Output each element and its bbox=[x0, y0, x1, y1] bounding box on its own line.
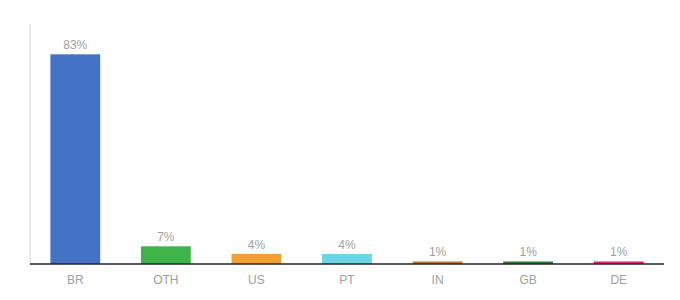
x-tick-labels: BR OTH US PT IN GB DE bbox=[67, 273, 627, 287]
x-tick-label: US bbox=[248, 273, 265, 287]
x-tick-label: BR bbox=[67, 273, 84, 287]
x-tick-label: IN bbox=[432, 273, 444, 287]
x-tick-label: GB bbox=[519, 273, 536, 287]
data-labels: 83% 7% 4% 4% 1% 1% 1% bbox=[63, 38, 627, 259]
data-label: 1% bbox=[429, 245, 447, 259]
bar bbox=[232, 254, 282, 264]
bar bbox=[322, 254, 372, 264]
data-label: 4% bbox=[248, 238, 266, 252]
chart-container: 83% 7% 4% 4% 1% 1% 1% BR OTH US PT IN GB DE bbox=[0, 0, 680, 300]
x-tick-label: DE bbox=[610, 273, 627, 287]
bars bbox=[50, 54, 643, 264]
x-tick-label: PT bbox=[339, 273, 355, 287]
data-label: 1% bbox=[519, 245, 537, 259]
x-axis-line bbox=[30, 263, 664, 265]
x-tick-label: OTH bbox=[153, 273, 178, 287]
chart: 83% 7% 4% 4% 1% 1% 1% BR OTH US PT IN GB DE bbox=[0, 0, 680, 300]
data-label: 4% bbox=[338, 238, 356, 252]
bar bbox=[141, 246, 191, 264]
data-label: 83% bbox=[63, 38, 87, 52]
bar bbox=[50, 54, 100, 264]
y-axis-line bbox=[30, 24, 31, 264]
data-label: 7% bbox=[157, 230, 175, 244]
data-label: 1% bbox=[610, 245, 628, 259]
